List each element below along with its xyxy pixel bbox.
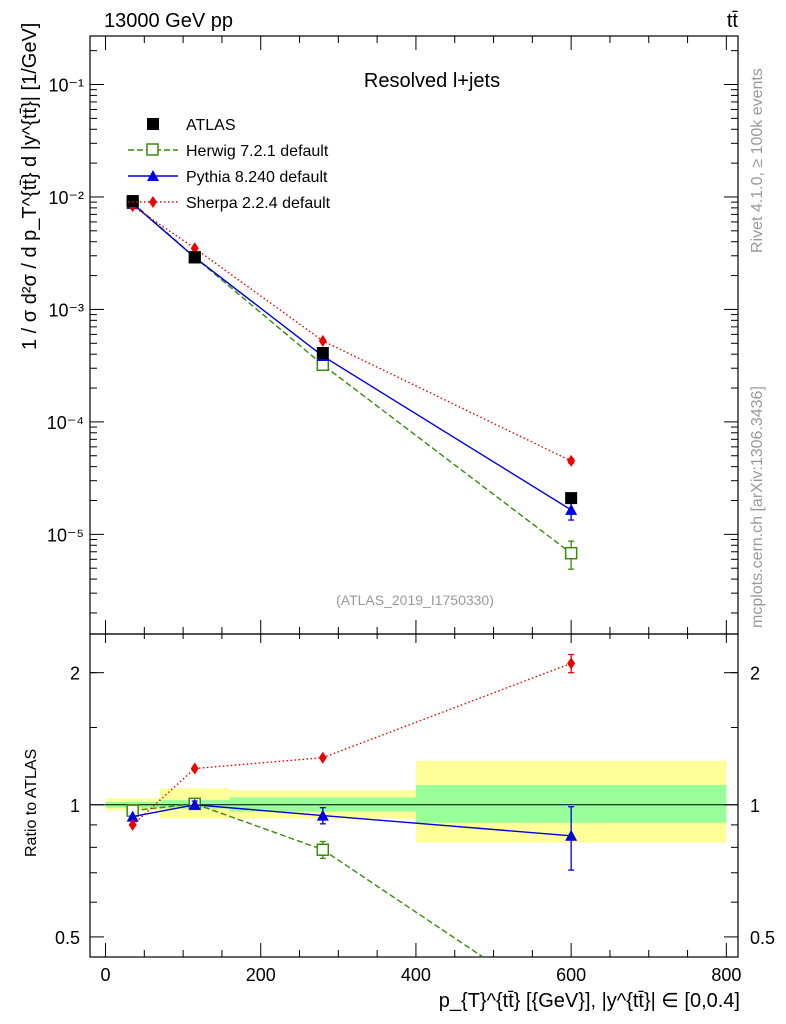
x-tick-label: 0 xyxy=(101,965,111,985)
main-atlas-point xyxy=(126,195,139,208)
ratio-sherpa-point xyxy=(567,657,576,670)
analysis-id: (ATLAS_2019_I1750330) xyxy=(336,592,494,608)
ratio-tick-label-left: 0.5 xyxy=(55,928,80,948)
y-tick-label: 10⁻⁵ xyxy=(47,525,84,545)
y-tick-label: 10⁻³ xyxy=(48,300,84,320)
ratio-y-axis-title: Ratio to ATLAS xyxy=(23,749,40,857)
main-sherpa-point xyxy=(190,242,199,255)
legend-atlas-label: ATLAS xyxy=(186,117,236,134)
ratio-tick-label-right: 1 xyxy=(750,796,760,816)
legend-atlas-marker xyxy=(147,118,159,130)
ratio-tick-label-left: 1 xyxy=(70,796,80,816)
ratio-herwig-point xyxy=(316,843,330,856)
x-tick-label: 800 xyxy=(711,965,741,985)
y-tick-label: 10⁻² xyxy=(48,188,84,208)
main-pythia-point xyxy=(565,503,578,515)
ratio-sherpa-point xyxy=(128,818,137,831)
main-atlas-point xyxy=(565,492,578,505)
main-sherpa-point xyxy=(567,454,576,467)
ratio-panel-series xyxy=(126,653,578,958)
ratio-tick-label-right: 2 xyxy=(750,664,760,684)
ratio-sherpa-line xyxy=(132,662,572,826)
legend-herwig-label: Herwig 7.2.1 default xyxy=(186,143,329,160)
side-mcplots-text: mcplots.cern.ch [arXiv:1306.3436] xyxy=(749,386,766,628)
x-tick-label: 400 xyxy=(401,965,431,985)
ratio-pythia-point xyxy=(565,829,578,841)
energy-label: 13000 GeV pp xyxy=(104,10,233,32)
x-tick-label: 600 xyxy=(556,965,586,985)
ratio-pythia-point xyxy=(126,810,139,822)
legend-herwig-marker xyxy=(146,143,159,156)
x-axis-title: p_{T}^{tt̄} [{GeV}], |y^{tt̄}| ∈ [0,0.4] xyxy=(439,990,740,1012)
ratio-tick-label-right: 0.5 xyxy=(750,928,775,948)
main-herwig-point xyxy=(564,546,578,560)
main-atlas-point xyxy=(316,346,329,359)
legend-pythia-marker xyxy=(147,170,159,181)
x-tick-label: 200 xyxy=(246,965,276,985)
ratio-plot-frame xyxy=(89,633,739,958)
main-sherpa-line xyxy=(132,205,572,462)
ratio-sherpa-point xyxy=(190,762,199,775)
ratio-pythia-point xyxy=(316,809,329,821)
legend-sherpa-marker xyxy=(149,196,157,208)
main-pythia-line xyxy=(132,203,572,511)
axis-ticks: 0 200 400 600 800 10⁻⁵ 10⁻⁴ 10⁻³ 10⁻² 10⁻¹ 0.5 0.5 1… xyxy=(47,36,775,985)
side-rivet-text: Rivet 4.1.0, ≥ 100k events xyxy=(749,68,766,253)
ratio-sherpa-point xyxy=(318,751,327,764)
ratio-pythia-line xyxy=(132,804,572,837)
ratio-pythia-point xyxy=(188,798,201,810)
legend-sherpa-label: Sherpa 2.2.4 default xyxy=(186,195,331,212)
legend-pythia-label: Pythia 8.240 default xyxy=(186,169,328,186)
y-tick-label: 10⁻⁴ xyxy=(47,413,84,433)
main-panel-series xyxy=(126,195,578,570)
y-tick-label: 10⁻¹ xyxy=(48,76,84,96)
plot-title: Resolved l+jets xyxy=(364,70,500,92)
main-sherpa-point xyxy=(318,334,327,347)
legend: ATLAS Herwig 7.2.1 default Pythia 8.240 … xyxy=(128,117,331,212)
main-atlas-point xyxy=(188,251,201,264)
ratio-herwig-line xyxy=(132,803,484,958)
main-y-axis-title: 1 / σ d²σ / d p_T^{tt̄} d |y^{tt̄}| [1/G… xyxy=(19,23,41,350)
ratio-tick-label-left: 2 xyxy=(70,664,80,684)
process-label: tt̄ xyxy=(727,10,739,32)
